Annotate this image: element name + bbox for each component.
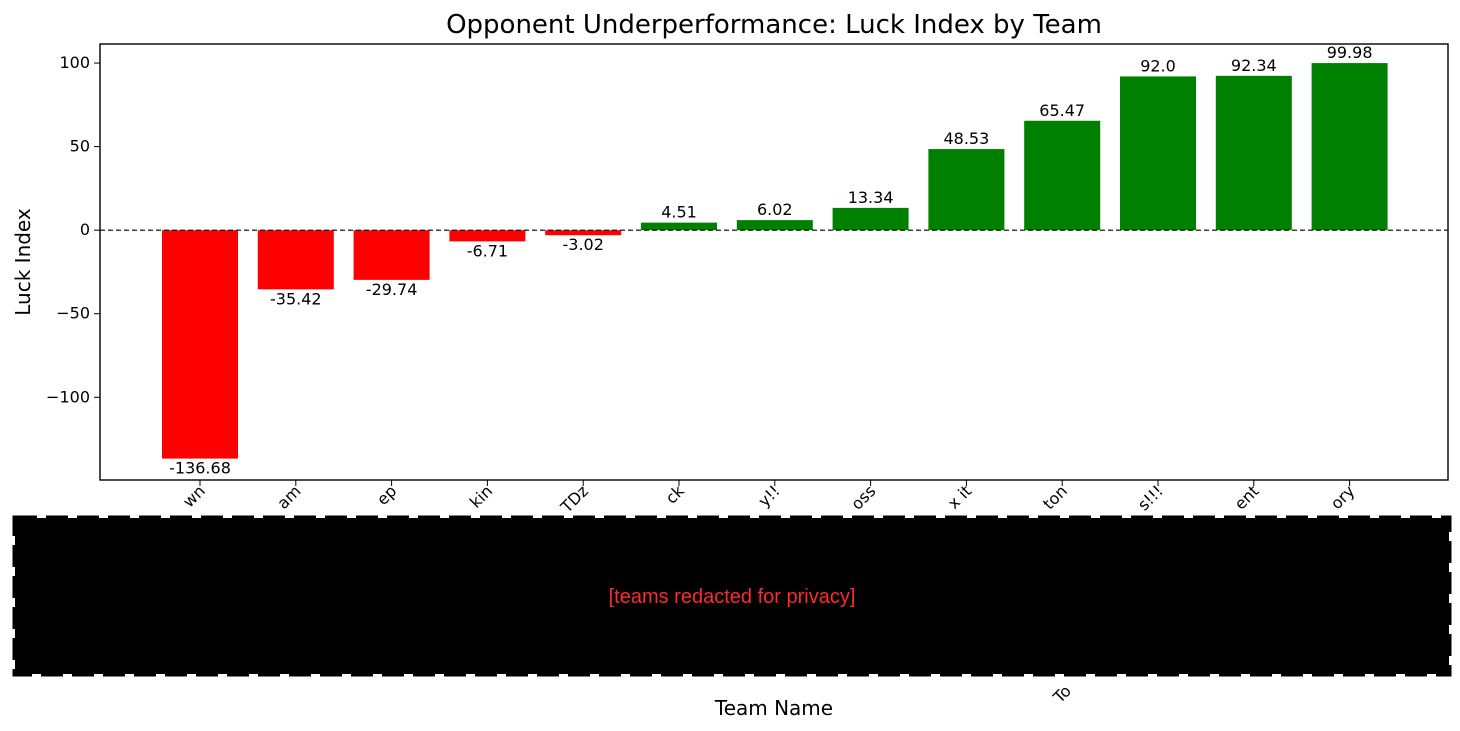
bar-9 — [928, 149, 1005, 231]
x-tick-label-1: wn — [179, 481, 209, 511]
bar-value-label-3: -29.74 — [366, 280, 418, 299]
bar-value-label-8: 13.34 — [848, 188, 894, 207]
bar-value-label-1: -136.68 — [169, 459, 231, 478]
y-tick-label-2: −50 — [56, 304, 90, 323]
bar-5 — [545, 230, 622, 236]
bar-10 — [1024, 120, 1101, 231]
x-tick-label-7: y!! — [754, 481, 783, 510]
bar-6 — [641, 222, 717, 231]
bar-4 — [449, 230, 526, 242]
y-axis-label: Luck Index — [11, 208, 35, 316]
bar-value-label-6: 4.51 — [661, 203, 697, 222]
x-tick-label-6: ck — [662, 481, 689, 508]
x-tick-label-2: am — [273, 481, 304, 512]
x-tick-label-10: ton — [1039, 481, 1071, 513]
bar-labels-layer: -136.68 -35.42 -29.74 -6.71 -3.02 4.51 6.02 13.… — [169, 43, 1372, 477]
bar-value-label-4: -6.71 — [467, 241, 508, 260]
y-tick-label-1: −100 — [46, 387, 90, 406]
bar-8 — [832, 207, 909, 231]
x-axis-ticks: wn am ep kin TDz ck y!! oss x it ton s!!! ent ory — [179, 480, 1358, 517]
x-tick-label-8: oss — [847, 481, 879, 513]
chart-title: Opponent Underperformance: Luck Index by… — [446, 10, 1102, 40]
bar-13 — [1311, 63, 1388, 231]
bar-12 — [1215, 75, 1292, 231]
plot-area-frame — [99, 43, 1449, 481]
x-tick-label-12: ent — [1231, 481, 1263, 513]
bar-1 — [162, 230, 238, 459]
bar-2 — [257, 230, 334, 290]
y-tick-label-3: 0 — [80, 220, 90, 239]
x-axis-label: Team Name — [714, 696, 833, 720]
x-tick-label-13: ory — [1327, 481, 1359, 513]
bar-value-label-5: -3.02 — [562, 235, 603, 254]
bar-7 — [736, 220, 813, 231]
y-axis-ticks: −100 −50 0 50 100 — [46, 53, 100, 406]
bar-value-label-2: -35.42 — [270, 289, 322, 308]
redaction-box: [teams redacted for privacy] — [12, 515, 1452, 677]
bar-value-label-10: 65.47 — [1039, 101, 1085, 120]
x-tick-label-11: s!!! — [1134, 481, 1167, 514]
x-tick-fragment: To — [1049, 681, 1075, 707]
redaction-notice: [teams redacted for privacy] — [609, 586, 856, 608]
y-tick-label-5: 100 — [59, 53, 90, 72]
bar-value-label-12: 92.34 — [1231, 56, 1277, 75]
x-tick-label-4: kin — [466, 481, 496, 511]
x-tick-label-9: x it — [944, 481, 975, 512]
bar-value-label-13: 99.98 — [1327, 43, 1373, 62]
bars-layer — [162, 63, 1388, 459]
x-tick-label-5: TDz — [556, 481, 592, 517]
x-tick-label-3: ep — [373, 481, 401, 509]
y-tick-label-4: 50 — [70, 137, 90, 156]
bar-value-label-7: 6.02 — [757, 200, 793, 219]
bar-value-label-9: 48.53 — [943, 129, 989, 148]
bar-value-label-11: 92.0 — [1140, 56, 1176, 75]
bar-3 — [353, 230, 430, 280]
bar-11 — [1120, 76, 1196, 231]
